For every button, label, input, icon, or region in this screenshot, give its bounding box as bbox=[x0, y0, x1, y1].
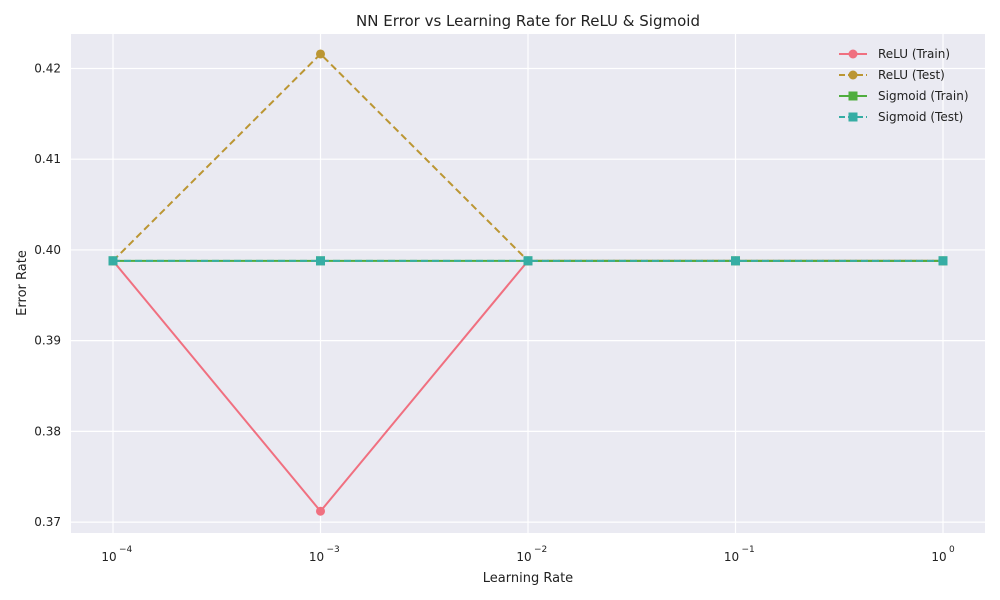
legend-item: ReLU (Train) bbox=[839, 47, 950, 61]
y-tick-label: 0.40 bbox=[34, 243, 61, 257]
x-tick-label: 10 bbox=[931, 550, 946, 564]
legend-marker bbox=[848, 91, 858, 101]
legend-label: Sigmoid (Train) bbox=[878, 89, 969, 103]
x-axis-label: Learning Rate bbox=[483, 571, 573, 586]
x-tick-exponent: −3 bbox=[327, 545, 340, 555]
legend-label: ReLU (Test) bbox=[878, 68, 945, 82]
legend: ReLU (Train) ReLU (Test) Sigmoid (Train) Si… bbox=[839, 47, 969, 124]
legend-label: Sigmoid (Test) bbox=[878, 110, 963, 124]
x-tick-exponent: 0 bbox=[949, 545, 955, 555]
y-tick-label: 0.41 bbox=[34, 152, 61, 166]
grid bbox=[71, 34, 985, 533]
series-layer bbox=[108, 49, 948, 516]
data-point bbox=[108, 256, 118, 266]
chart-title: NN Error vs Learning Rate for ReLU & Sig… bbox=[356, 12, 700, 30]
y-tick-label: 0.37 bbox=[34, 515, 61, 529]
legend-marker bbox=[848, 70, 858, 80]
x-tick-label: 10 bbox=[516, 550, 531, 564]
x-tick-exponent: −4 bbox=[119, 545, 133, 555]
data-point bbox=[316, 49, 325, 59]
x-tick-label: 10 bbox=[101, 550, 116, 564]
legend-item: Sigmoid (Train) bbox=[839, 89, 969, 103]
y-axis-label: Error Rate bbox=[15, 250, 30, 316]
legend-marker bbox=[848, 112, 858, 122]
legend-label: ReLU (Train) bbox=[878, 47, 950, 61]
data-point bbox=[731, 256, 740, 266]
y-tick-label: 0.42 bbox=[34, 61, 61, 75]
data-point bbox=[316, 256, 325, 266]
y-tick-label: 0.38 bbox=[34, 424, 61, 438]
data-point bbox=[523, 256, 533, 266]
legend-marker bbox=[848, 49, 858, 59]
x-tick-label: 10 bbox=[724, 550, 739, 564]
legend-item: ReLU (Test) bbox=[839, 68, 945, 82]
x-tick-exponent: −1 bbox=[742, 545, 755, 555]
x-tick-label: 10 bbox=[309, 550, 324, 564]
data-point bbox=[316, 506, 325, 516]
series-3 bbox=[108, 256, 948, 266]
legend-item: Sigmoid (Test) bbox=[839, 110, 963, 124]
y-tick-label: 0.39 bbox=[34, 334, 61, 348]
x-tick-exponent: −2 bbox=[534, 545, 547, 555]
data-point bbox=[938, 256, 948, 266]
